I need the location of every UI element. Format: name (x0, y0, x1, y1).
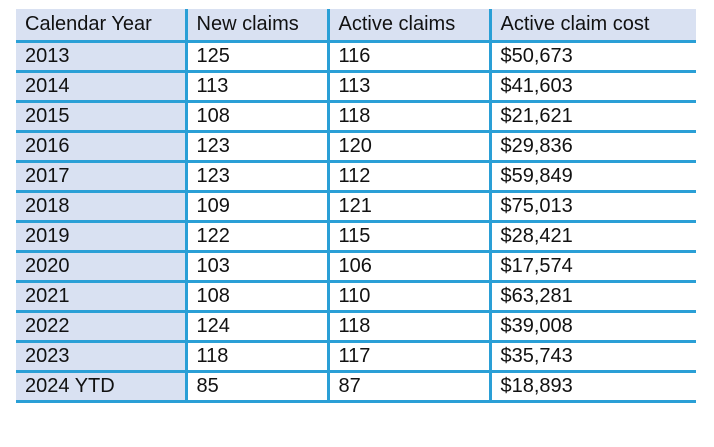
cell-year: 2020 (16, 251, 186, 281)
table-body: 2013 125 116 $50,673 2014 113 113 $41,60… (16, 41, 696, 401)
cell-year: 2017 (16, 161, 186, 191)
cell-active-claims: 118 (326, 101, 490, 131)
cell-active-claims: 117 (326, 341, 490, 371)
cell-active-claims: 113 (326, 71, 490, 101)
cell-active-claim-cost: $75,013 (488, 191, 696, 221)
cell-year: 2014 (16, 71, 186, 101)
cell-new-claims: 113 (184, 71, 328, 101)
cell-active-claim-cost: $17,574 (488, 251, 696, 281)
table-row: 2016 123 120 $29,836 (16, 131, 696, 161)
cell-new-claims: 122 (184, 221, 328, 251)
table-header: Calendar Year New claims Active claims A… (16, 9, 696, 41)
cell-new-claims: 85 (184, 371, 328, 401)
cell-active-claims: 115 (326, 221, 490, 251)
table-row: 2022 124 118 $39,008 (16, 311, 696, 341)
cell-new-claims: 108 (184, 281, 328, 311)
cell-active-claim-cost: $50,673 (488, 41, 696, 71)
header-new-claims: New claims (184, 9, 328, 41)
cell-active-claim-cost: $28,421 (488, 221, 696, 251)
cell-year: 2024 YTD (16, 371, 186, 401)
cell-active-claim-cost: $41,603 (488, 71, 696, 101)
table-row: 2021 108 110 $63,281 (16, 281, 696, 311)
cell-active-claims: 118 (326, 311, 490, 341)
cell-year: 2023 (16, 341, 186, 371)
claims-table-container: Calendar Year New claims Active claims A… (16, 9, 696, 403)
table-row: 2013 125 116 $50,673 (16, 41, 696, 71)
cell-new-claims: 123 (184, 161, 328, 191)
cell-year: 2013 (16, 41, 186, 71)
cell-year: 2018 (16, 191, 186, 221)
cell-year: 2022 (16, 311, 186, 341)
cell-active-claims: 106 (326, 251, 490, 281)
cell-active-claim-cost: $59,849 (488, 161, 696, 191)
table-row: 2017 123 112 $59,849 (16, 161, 696, 191)
cell-year: 2015 (16, 101, 186, 131)
cell-active-claims: 121 (326, 191, 490, 221)
cell-active-claims: 110 (326, 281, 490, 311)
header-active-claims: Active claims (326, 9, 490, 41)
cell-year: 2016 (16, 131, 186, 161)
cell-new-claims: 123 (184, 131, 328, 161)
table-row: 2014 113 113 $41,603 (16, 71, 696, 101)
cell-active-claims: 112 (326, 161, 490, 191)
table-row: 2019 122 115 $28,421 (16, 221, 696, 251)
cell-active-claims: 116 (326, 41, 490, 71)
cell-new-claims: 108 (184, 101, 328, 131)
header-active-claim-cost: Active claim cost (488, 9, 696, 41)
header-row: Calendar Year New claims Active claims A… (16, 9, 696, 41)
cell-active-claim-cost: $39,008 (488, 311, 696, 341)
cell-active-claim-cost: $29,836 (488, 131, 696, 161)
cell-active-claim-cost: $63,281 (488, 281, 696, 311)
cell-new-claims: 118 (184, 341, 328, 371)
header-calendar-year: Calendar Year (16, 9, 186, 41)
table-row: 2020 103 106 $17,574 (16, 251, 696, 281)
cell-new-claims: 103 (184, 251, 328, 281)
table-row: 2023 118 117 $35,743 (16, 341, 696, 371)
cell-year: 2019 (16, 221, 186, 251)
cell-active-claim-cost: $18,893 (488, 371, 696, 401)
cell-active-claim-cost: $35,743 (488, 341, 696, 371)
claims-table: Calendar Year New claims Active claims A… (16, 9, 696, 403)
cell-new-claims: 125 (184, 41, 328, 71)
cell-new-claims: 124 (184, 311, 328, 341)
cell-active-claim-cost: $21,621 (488, 101, 696, 131)
cell-year: 2021 (16, 281, 186, 311)
table-row: 2015 108 118 $21,621 (16, 101, 696, 131)
table-row: 2018 109 121 $75,013 (16, 191, 696, 221)
cell-active-claims: 120 (326, 131, 490, 161)
cell-active-claims: 87 (326, 371, 490, 401)
table-row: 2024 YTD 85 87 $18,893 (16, 371, 696, 401)
cell-new-claims: 109 (184, 191, 328, 221)
